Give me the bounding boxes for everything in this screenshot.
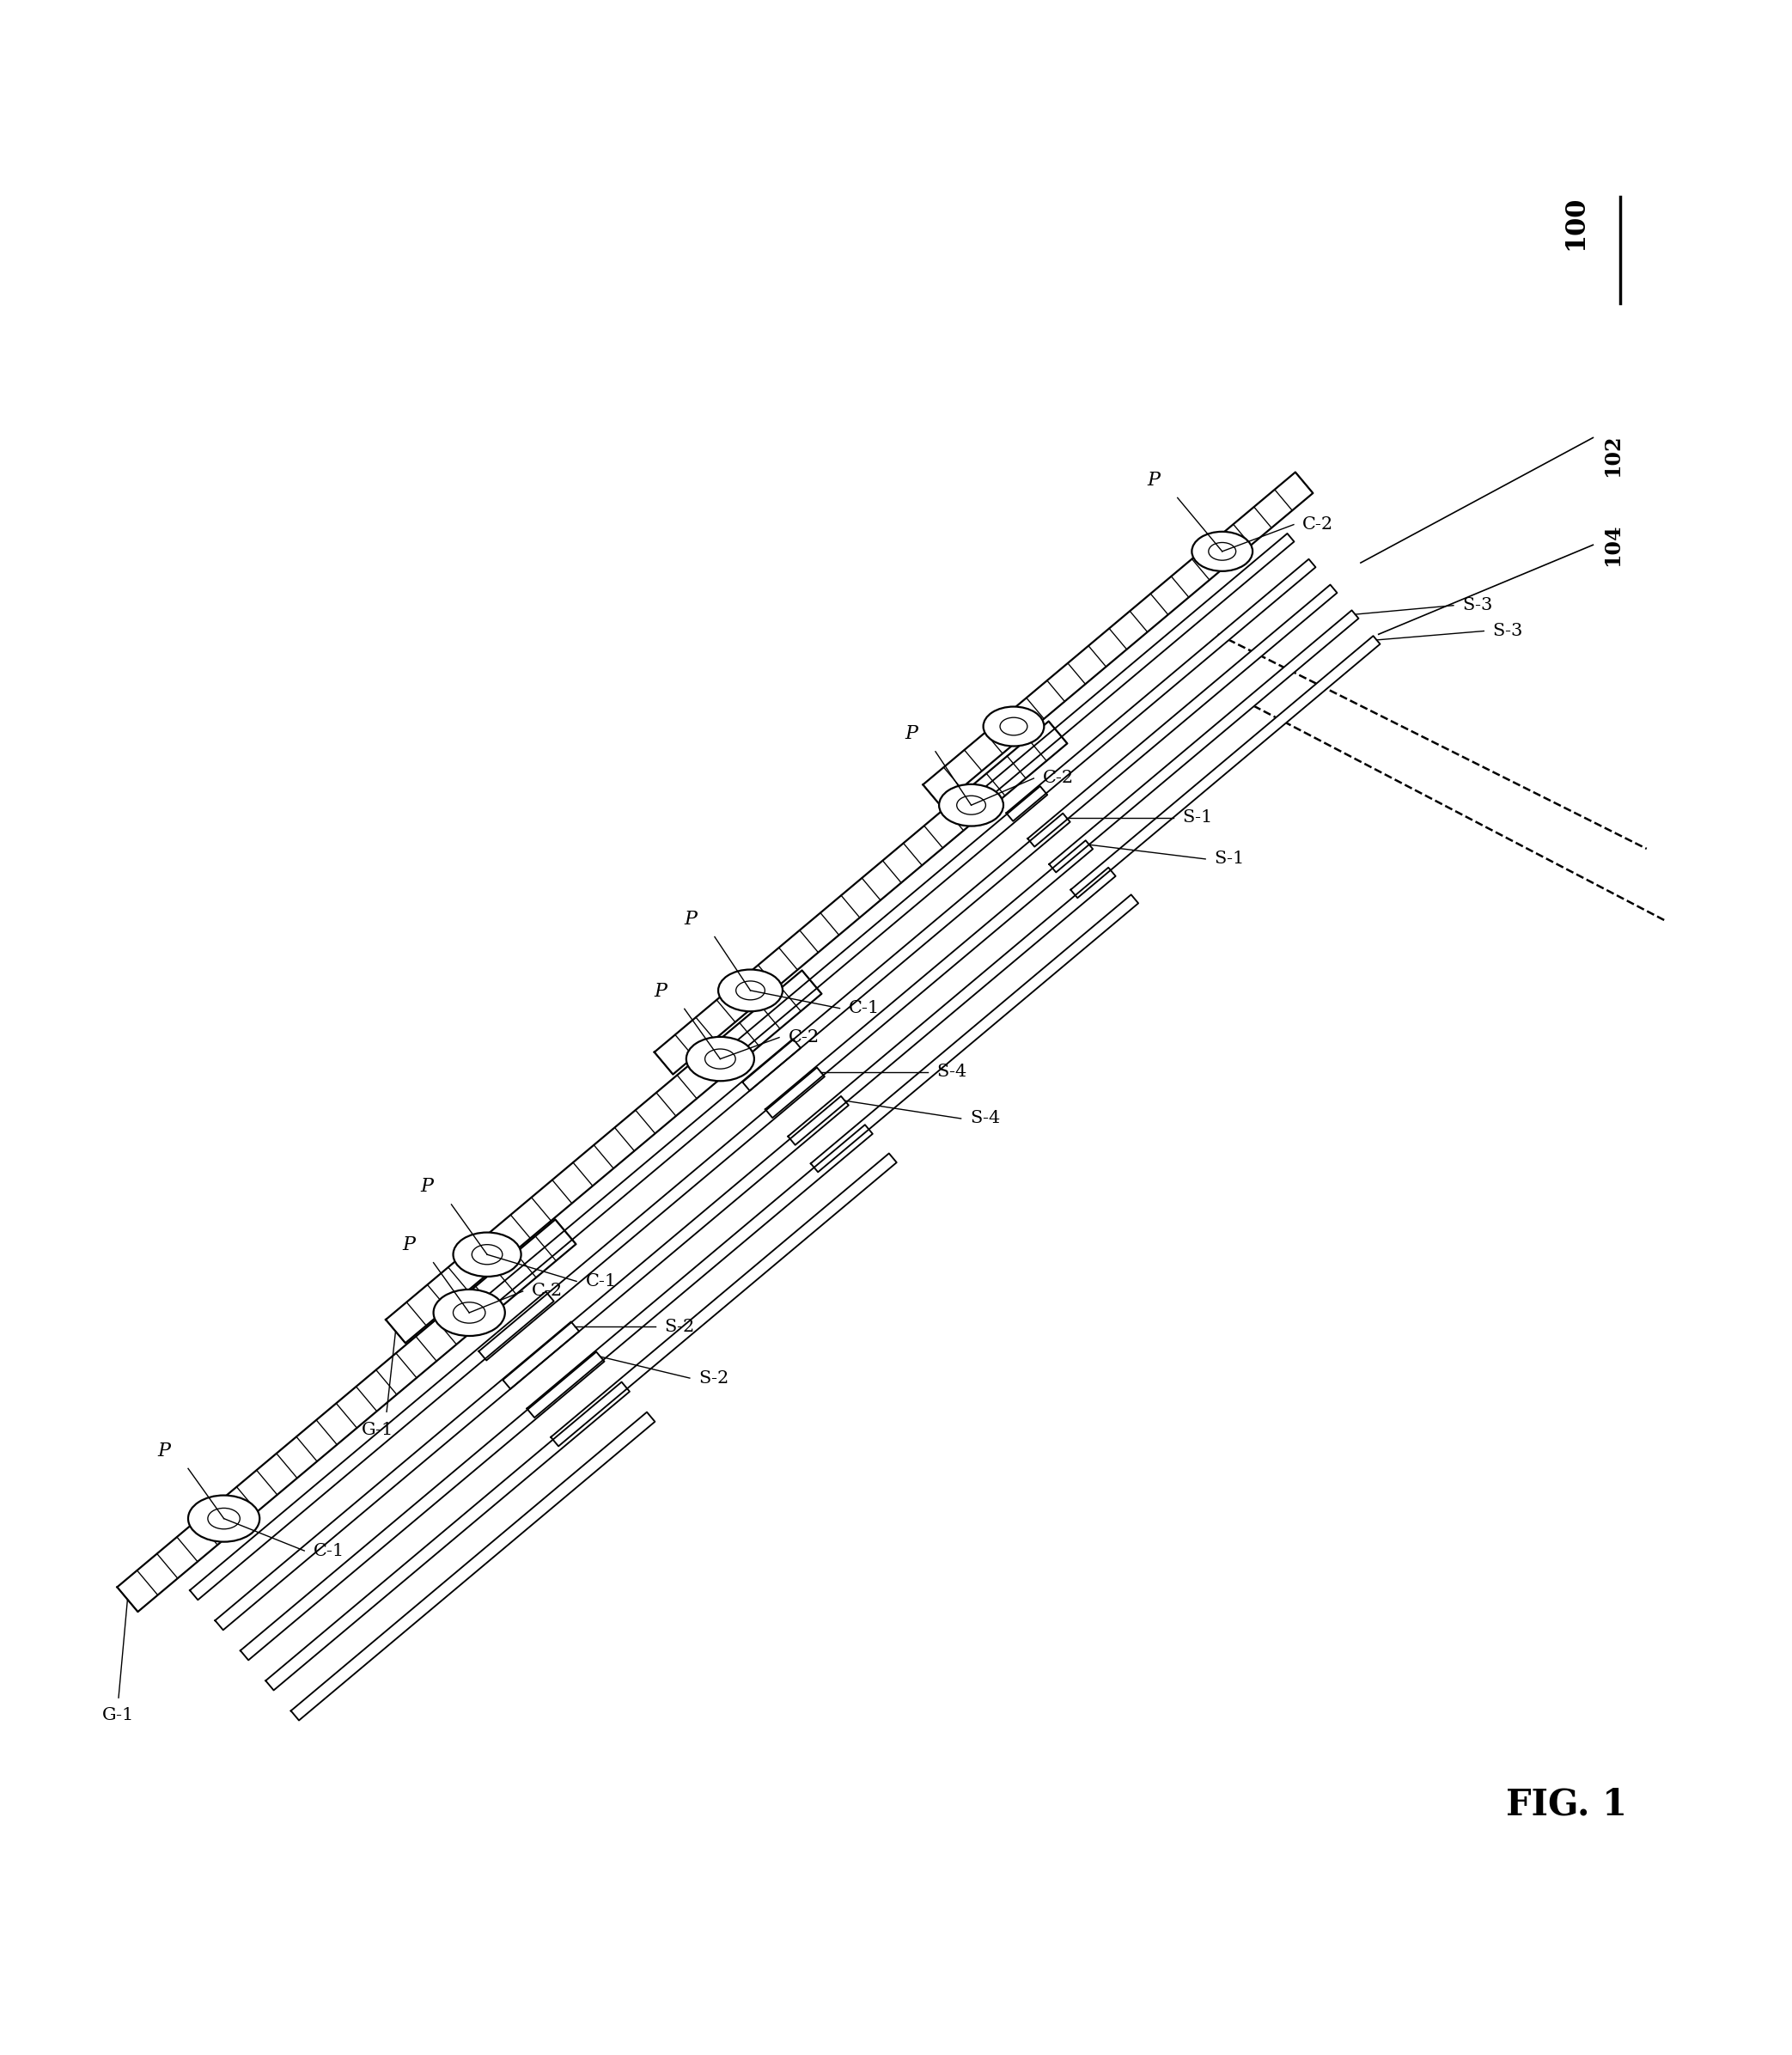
Ellipse shape	[984, 707, 1045, 746]
Text: C-2: C-2	[1303, 516, 1333, 532]
Text: C-2: C-2	[788, 1030, 819, 1046]
Text: C-1: C-1	[314, 1543, 344, 1560]
Polygon shape	[240, 1352, 604, 1660]
Text: P: P	[421, 1178, 434, 1196]
Text: C-1: C-1	[586, 1274, 616, 1288]
Text: P: P	[1147, 471, 1159, 489]
Text: C-2: C-2	[1043, 771, 1073, 787]
Polygon shape	[478, 1067, 824, 1360]
Ellipse shape	[939, 785, 1004, 826]
Text: FIG. 1: FIG. 1	[1505, 1788, 1627, 1823]
Text: P: P	[905, 723, 918, 744]
Ellipse shape	[1192, 532, 1253, 571]
Polygon shape	[455, 1040, 801, 1332]
Ellipse shape	[686, 1038, 754, 1081]
Polygon shape	[504, 1095, 849, 1389]
Polygon shape	[190, 1293, 554, 1601]
Text: S-3: S-3	[1462, 598, 1493, 614]
Polygon shape	[923, 473, 1314, 806]
Polygon shape	[116, 1219, 575, 1611]
Text: S-2: S-2	[699, 1371, 729, 1387]
Ellipse shape	[434, 1288, 505, 1336]
Polygon shape	[720, 787, 1047, 1064]
Polygon shape	[986, 534, 1294, 795]
Polygon shape	[1070, 635, 1380, 898]
Polygon shape	[654, 721, 1068, 1075]
Text: S-4: S-4	[969, 1110, 1000, 1126]
Ellipse shape	[453, 1233, 521, 1276]
Polygon shape	[765, 840, 1093, 1118]
Text: S-1: S-1	[1183, 810, 1213, 826]
Polygon shape	[265, 1381, 629, 1691]
Text: 104: 104	[1602, 524, 1622, 567]
Polygon shape	[1027, 586, 1337, 847]
Polygon shape	[550, 1153, 896, 1447]
Polygon shape	[810, 894, 1138, 1171]
Text: G-1: G-1	[362, 1422, 394, 1438]
Polygon shape	[742, 814, 1070, 1091]
Polygon shape	[385, 970, 821, 1344]
Text: P: P	[654, 982, 667, 1001]
Text: 102: 102	[1602, 434, 1622, 477]
Ellipse shape	[719, 970, 783, 1011]
Text: S-3: S-3	[1493, 623, 1523, 639]
Text: P: P	[685, 910, 697, 929]
Text: S-1: S-1	[1215, 851, 1245, 867]
Ellipse shape	[188, 1496, 260, 1541]
Text: P: P	[158, 1441, 170, 1461]
Text: 100: 100	[1563, 195, 1588, 251]
Text: G-1: G-1	[102, 1708, 134, 1724]
Polygon shape	[788, 867, 1116, 1145]
Text: S-2: S-2	[665, 1319, 695, 1334]
Polygon shape	[215, 1321, 579, 1630]
Text: S-4: S-4	[937, 1064, 968, 1081]
Text: P: P	[403, 1235, 416, 1254]
Polygon shape	[527, 1124, 873, 1418]
Polygon shape	[1005, 559, 1315, 822]
Polygon shape	[1048, 610, 1358, 871]
Text: C-1: C-1	[849, 1001, 880, 1017]
Polygon shape	[290, 1412, 654, 1720]
Text: C-2: C-2	[532, 1282, 563, 1299]
